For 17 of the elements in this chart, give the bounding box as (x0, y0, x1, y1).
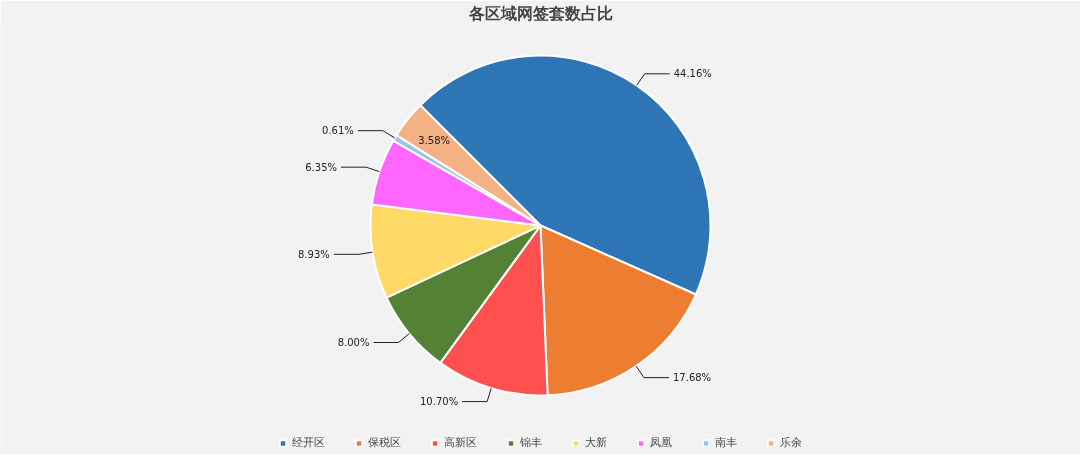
chart-title: 各区域网签套数占比 (467, 3, 613, 23)
legend-label: 经开区 (291, 435, 325, 450)
data-label: 3.58% (418, 135, 451, 147)
data-label: 0.61% (322, 125, 354, 137)
data-label: 8.00% (337, 337, 370, 348)
legend-label: 保税区 (367, 435, 401, 450)
legend-label: 高新区 (443, 435, 477, 450)
data-label: 44.16% (673, 68, 712, 80)
legend-label: 乐余 (779, 435, 802, 450)
legend-label: 南丰 (714, 435, 737, 450)
legend-label: 凤凰 (649, 435, 672, 450)
data-label: 6.35% (305, 161, 338, 173)
legend-label: 大新 (584, 435, 607, 450)
data-label: 17.68% (672, 372, 712, 384)
data-label: 8.93% (298, 248, 330, 260)
legend-label: 锦丰 (519, 435, 542, 450)
data-label: 10.70% (420, 396, 459, 408)
